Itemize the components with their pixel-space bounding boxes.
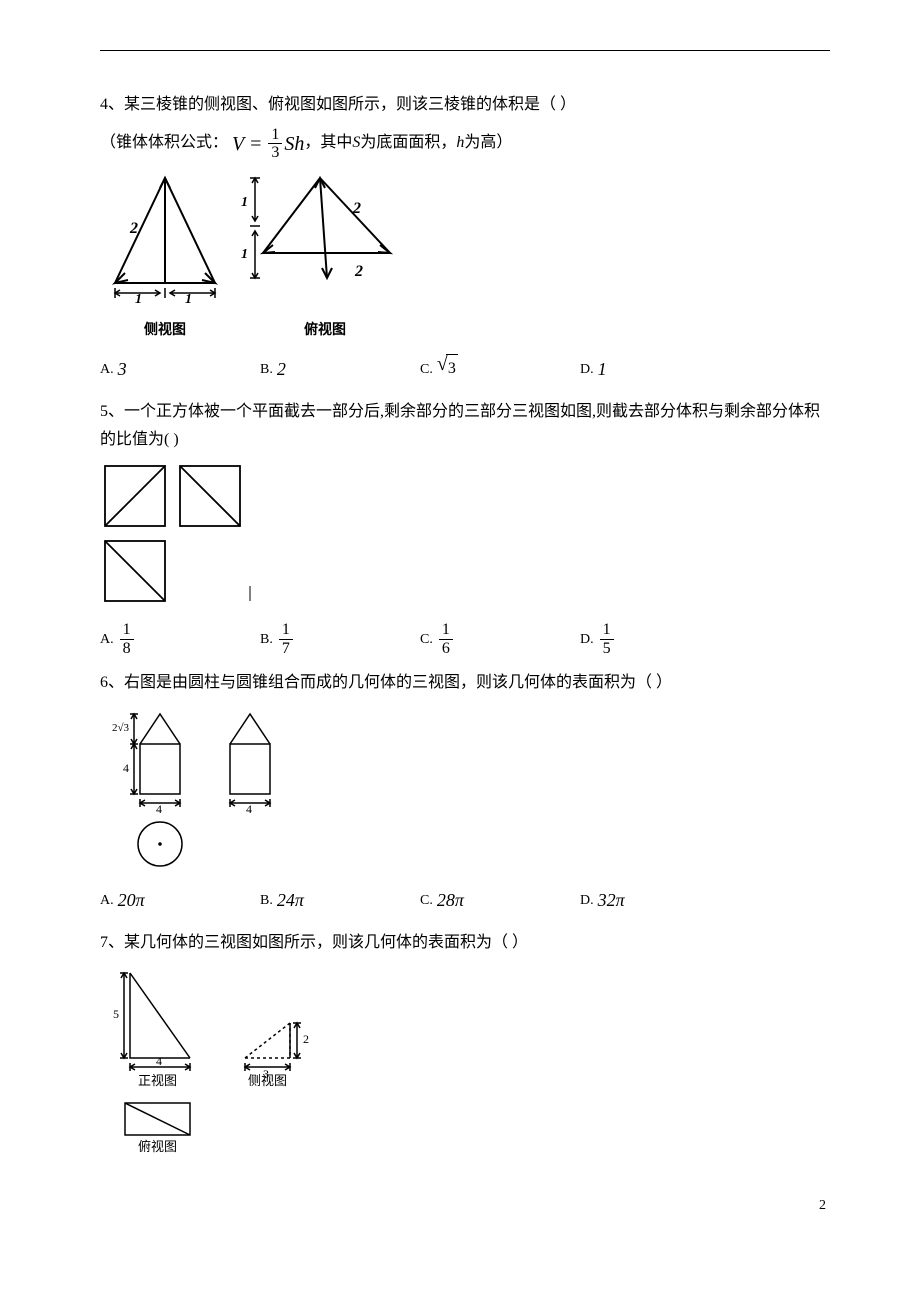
q6-opt-d: D.32π (580, 884, 740, 916)
q5-opt-c: C.16 (420, 621, 580, 657)
svg-text:1: 1 (135, 292, 142, 307)
q6-text: 6、右图是由圆柱与圆锥组合而成的几何体的三视图，则该几何体的表面积为（ ） (100, 669, 830, 698)
q5-diagram (100, 461, 830, 611)
q4-opt-b: B.2 (260, 353, 420, 385)
svg-text:1: 1 (241, 195, 248, 210)
svg-text:5: 5 (113, 1007, 119, 1021)
svg-text:1: 1 (241, 247, 248, 262)
q4-formula-line: （锥体体积公式： V = 1 3 Sh ，其中 S 为底面面积， h 为高） (100, 126, 830, 162)
q4-diagram: 2 1 1 2 2 (100, 168, 830, 343)
q6-opt-b: B.24π (260, 884, 420, 916)
svg-text:2: 2 (129, 220, 138, 237)
q4-frac: 1 3 (268, 126, 282, 162)
svg-text:4: 4 (156, 802, 162, 816)
q6-opt-c: C.28π (420, 884, 580, 916)
q6-diagram: 2√3 4 4 4 (100, 704, 830, 874)
q4-opt-d: D.1 (580, 353, 740, 385)
q4-opt-a: A.3 (100, 353, 260, 385)
q4-Sh: Sh (284, 126, 304, 162)
page-number: 2 (100, 1193, 830, 1218)
q4-text: 4、某三棱锥的侧视图、俯视图如图所示，则该三棱锥的体积是（ ） (100, 91, 830, 120)
header-rule (100, 50, 830, 51)
q5-opt-a: A.18 (100, 621, 260, 657)
svg-text:正视图: 正视图 (138, 1073, 177, 1088)
q4-top-label: 俯视图 (250, 318, 400, 343)
svg-text:2: 2 (354, 263, 363, 280)
q4-choices: A.3 B.2 C.√3 D.1 (100, 353, 830, 385)
q6-choices: A.20π B.24π C.28π D.32π (100, 884, 830, 916)
q5-choices: A.18 B.17 C.16 D.15 (100, 621, 830, 657)
svg-text:1: 1 (185, 292, 192, 307)
q4-formula-prefix: （锥体体积公式： (100, 129, 228, 158)
q7-diagram: 5 4 正视图 2 3 (100, 963, 830, 1153)
q4-h-desc: 为高） (464, 129, 512, 158)
svg-text:4: 4 (246, 802, 252, 816)
svg-text:4: 4 (123, 761, 129, 775)
q4-var-h: h (456, 129, 464, 158)
q4-side-label: 侧视图 (100, 318, 230, 343)
q4-V-eq: V = (232, 126, 262, 162)
q4-opt-c: C.√3 (420, 353, 580, 385)
q4-s-desc: 为底面面积， (360, 129, 456, 158)
svg-text:4: 4 (156, 1054, 162, 1068)
svg-text:2: 2 (352, 200, 361, 217)
svg-text:2√3: 2√3 (112, 722, 130, 734)
q4-formula-suffix: ，其中 (304, 129, 352, 158)
q5-opt-d: D.15 (580, 621, 740, 657)
q5-text: 5、一个正方体被一个平面截去一部分后,剩余部分的三部分三视图如图,则截去部分体积… (100, 398, 830, 456)
q4-var-S: S (352, 129, 360, 158)
q5-opt-b: B.17 (260, 621, 420, 657)
q7-text: 7、某几何体的三视图如图所示，则该几何体的表面积为（ ） (100, 929, 830, 958)
svg-text:2: 2 (303, 1032, 309, 1046)
q6-opt-a: A.20π (100, 884, 260, 916)
svg-text:侧视图: 侧视图 (248, 1073, 287, 1088)
svg-text:俯视图: 俯视图 (138, 1139, 177, 1153)
